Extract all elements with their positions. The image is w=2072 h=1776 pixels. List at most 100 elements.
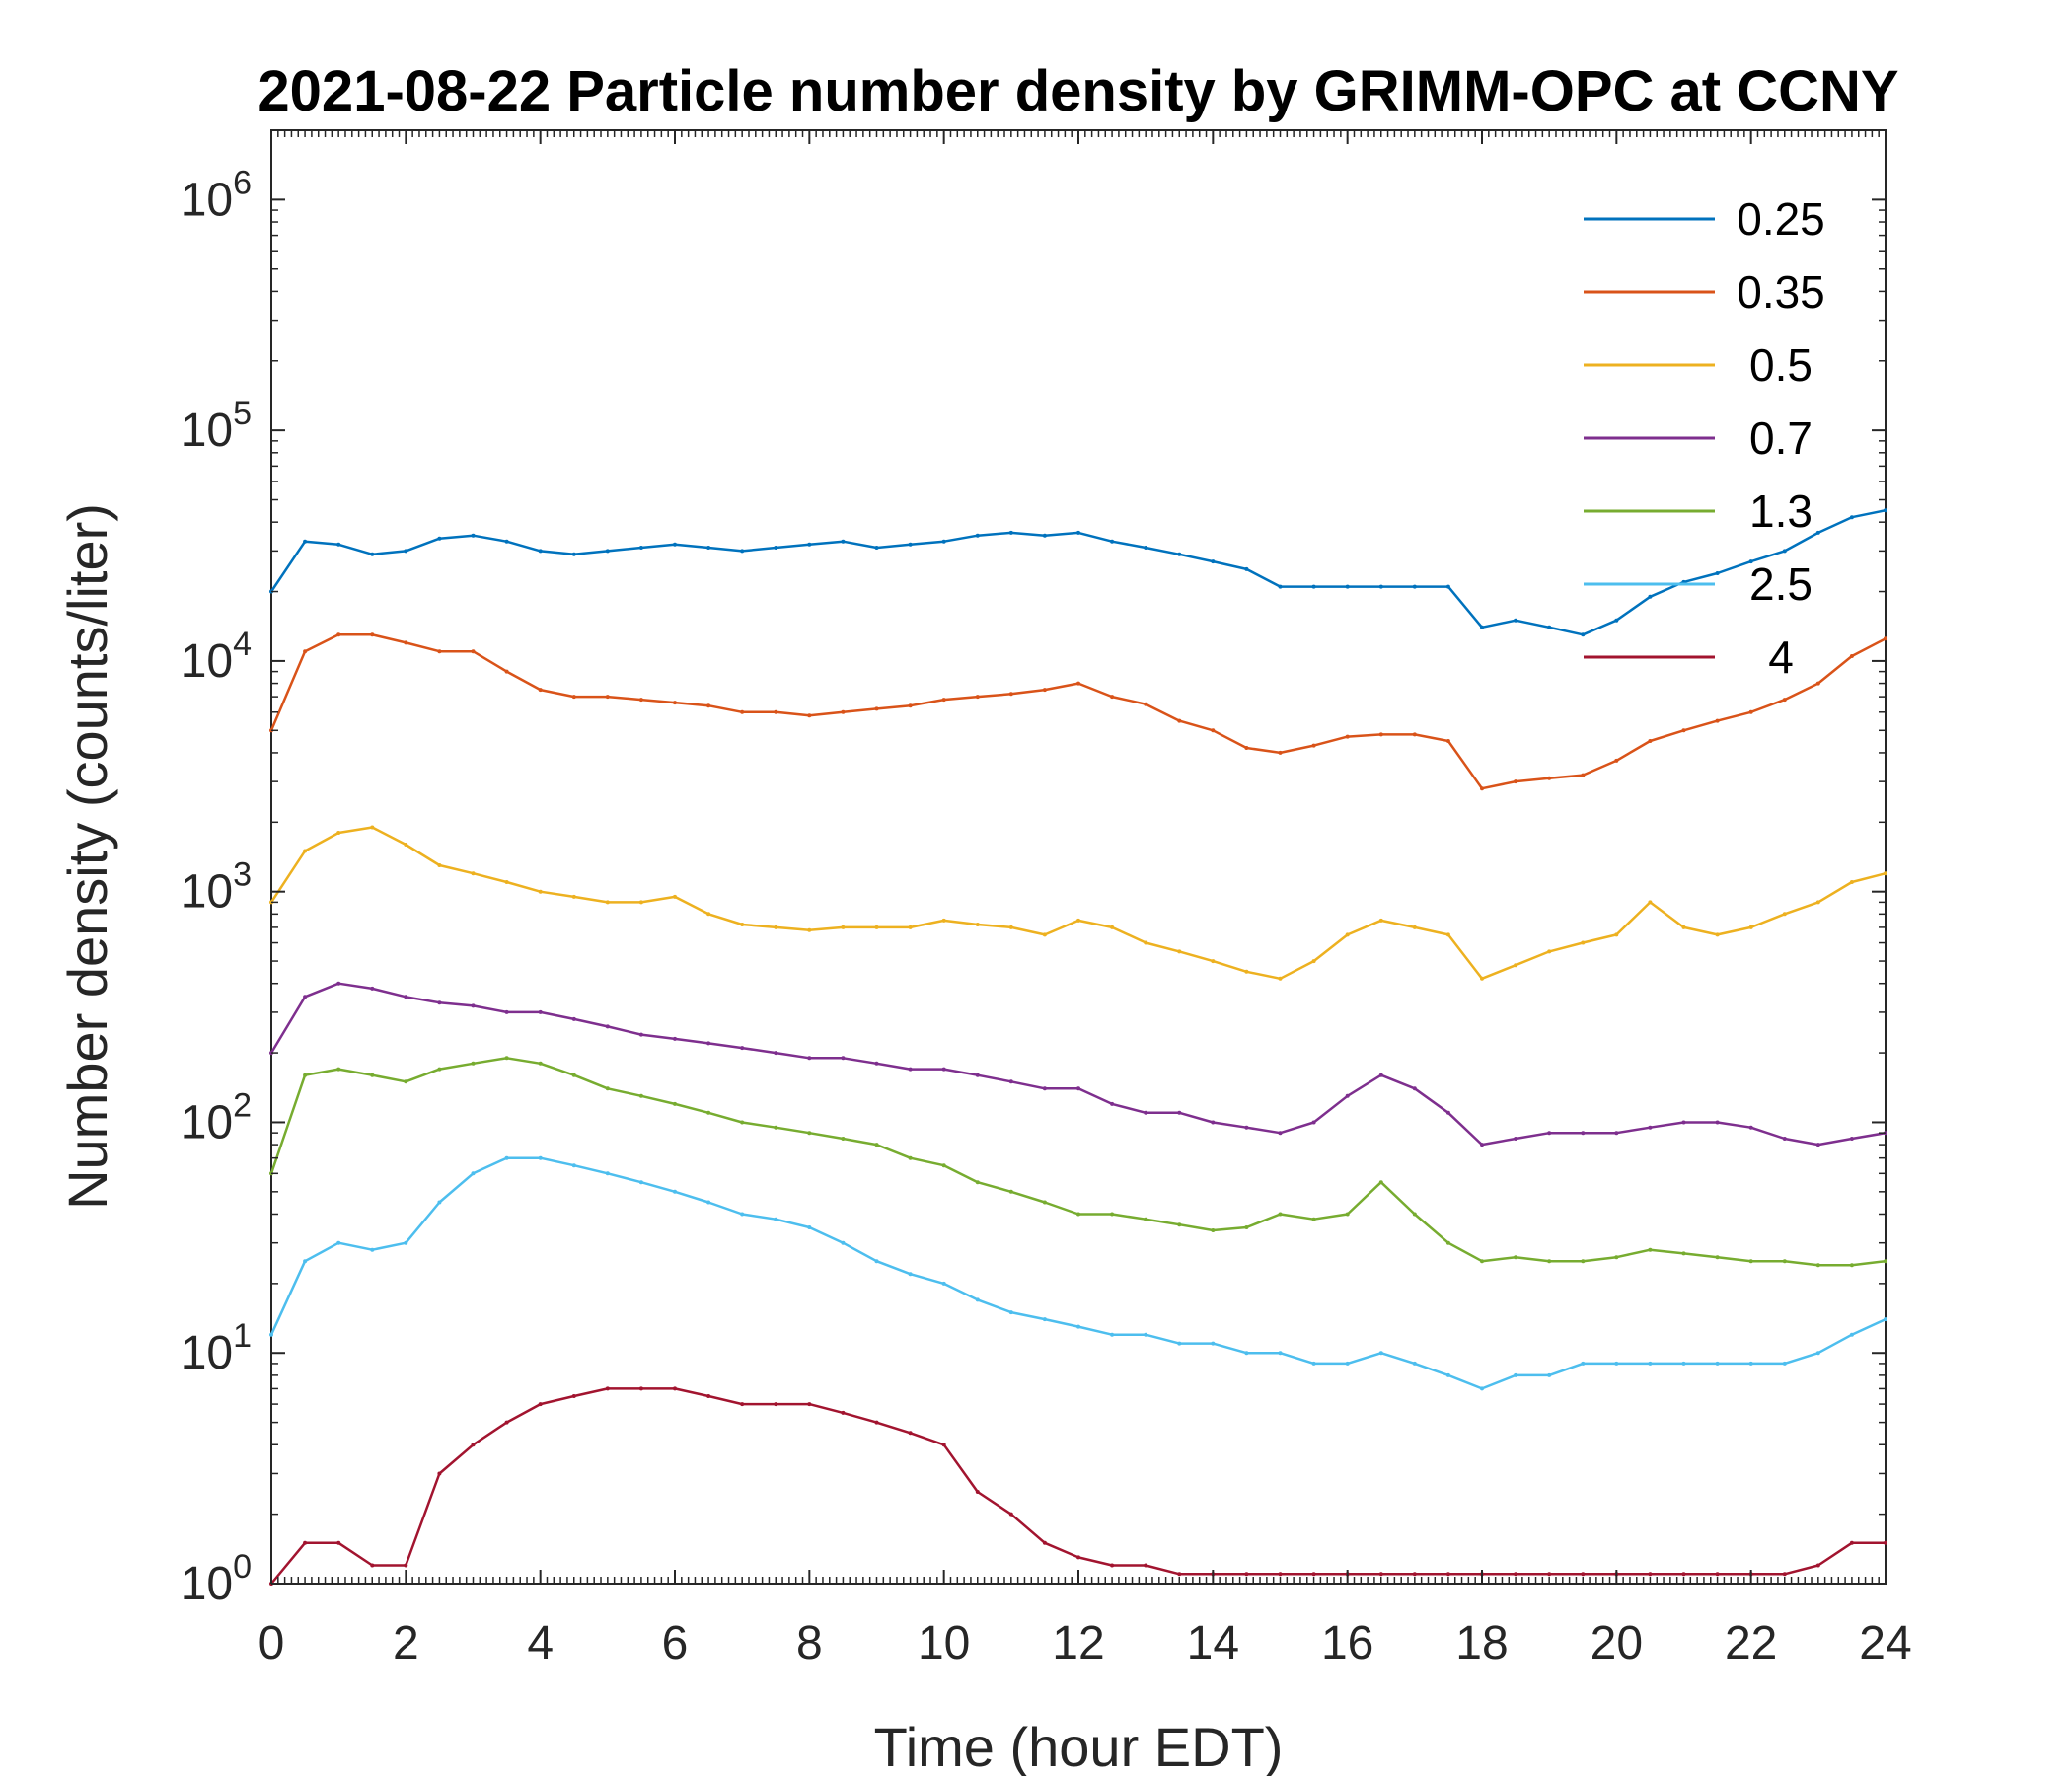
x-tick-label: 12 [1052, 1617, 1104, 1669]
data-point [874, 1259, 879, 1264]
data-point [538, 889, 543, 894]
data-point [673, 1036, 677, 1041]
data-point [404, 549, 408, 554]
data-point [841, 1056, 846, 1061]
data-point [975, 533, 980, 538]
data-point [941, 698, 946, 703]
data-point [1211, 959, 1216, 964]
data-point [941, 1443, 946, 1447]
data-point [471, 871, 476, 876]
data-point [1076, 918, 1080, 923]
data-point [807, 1402, 812, 1407]
data-point [1748, 925, 1753, 929]
data-point [841, 1410, 846, 1415]
plot-area-frame [270, 129, 1887, 1585]
data-point [673, 1189, 677, 1194]
data-point [336, 1540, 341, 1545]
legend-label: 0.7 [1749, 412, 1813, 464]
data-point [941, 1163, 946, 1168]
data-point [1110, 1101, 1115, 1106]
data-point [638, 1180, 643, 1185]
data-point [1614, 1131, 1619, 1136]
data-point [1648, 1572, 1653, 1577]
minor-tick-layer [271, 130, 1886, 1584]
data-point [638, 698, 643, 703]
data-point [1849, 880, 1854, 884]
data-point [538, 1402, 543, 1407]
data-point [504, 669, 509, 674]
data-point [1076, 1086, 1080, 1091]
data-point [404, 1563, 408, 1568]
data-point [1412, 584, 1417, 589]
data-point [774, 709, 778, 714]
data-point [1278, 584, 1283, 589]
x-tick-label: 24 [1859, 1617, 1911, 1669]
x-tick-label: 8 [796, 1617, 823, 1669]
data-point [538, 1155, 543, 1160]
legend-label: 4 [1768, 631, 1794, 683]
data-point [1412, 1572, 1417, 1577]
data-point [1614, 758, 1619, 763]
data-point [1715, 1120, 1720, 1125]
data-point [437, 1200, 442, 1205]
data-point [1748, 559, 1753, 564]
data-point [1042, 932, 1047, 937]
data-point [404, 1079, 408, 1084]
y-tick-label: 102 [181, 1086, 252, 1148]
data-point [404, 1240, 408, 1245]
data-point [370, 825, 375, 830]
data-point [1211, 1341, 1216, 1346]
data-point [1412, 1086, 1417, 1091]
data-point [1782, 1361, 1787, 1366]
data-point [874, 546, 879, 550]
data-point [975, 1073, 980, 1077]
data-point [303, 539, 308, 544]
y-tick-label: 101 [181, 1317, 252, 1379]
data-point [1581, 940, 1586, 945]
data-point [1681, 1251, 1686, 1256]
data-point [908, 925, 913, 929]
data-point [638, 546, 643, 550]
data-point [1378, 584, 1383, 589]
data-point [1042, 1317, 1047, 1322]
data-point [1311, 1120, 1316, 1125]
data-point [1581, 632, 1586, 637]
data-point [1177, 1222, 1182, 1227]
data-point [1244, 1572, 1249, 1577]
data-point [941, 918, 946, 923]
data-point [740, 1212, 745, 1217]
data-point [571, 552, 576, 556]
data-point [740, 1046, 745, 1051]
data-point [1884, 871, 1887, 876]
data-point [1715, 932, 1720, 937]
data-point [1480, 625, 1484, 629]
data-point [336, 981, 341, 986]
data-point [1445, 1372, 1450, 1377]
data-point [1076, 1555, 1080, 1560]
data-point [370, 632, 375, 637]
series-line-2 [269, 826, 1887, 981]
data-point [1514, 1255, 1518, 1260]
data-point [1445, 1110, 1450, 1115]
data-point [1076, 530, 1080, 535]
data-point [1445, 584, 1450, 589]
data-point [571, 695, 576, 700]
data-point [471, 1443, 476, 1447]
data-point [370, 552, 375, 556]
data-point [1681, 1361, 1686, 1366]
data-point [673, 1386, 677, 1391]
x-tick-label: 18 [1455, 1617, 1508, 1669]
data-point [1008, 1512, 1013, 1517]
series-layer [269, 508, 1887, 1586]
data-point [1144, 940, 1148, 945]
data-point [1311, 743, 1316, 748]
data-point [1445, 1240, 1450, 1245]
data-point [303, 995, 308, 999]
data-point [1244, 746, 1249, 750]
data-point [571, 1163, 576, 1168]
data-point [774, 925, 778, 929]
data-point [1514, 1572, 1518, 1577]
data-point [1480, 1386, 1484, 1391]
x-tick-label: 16 [1321, 1617, 1373, 1669]
